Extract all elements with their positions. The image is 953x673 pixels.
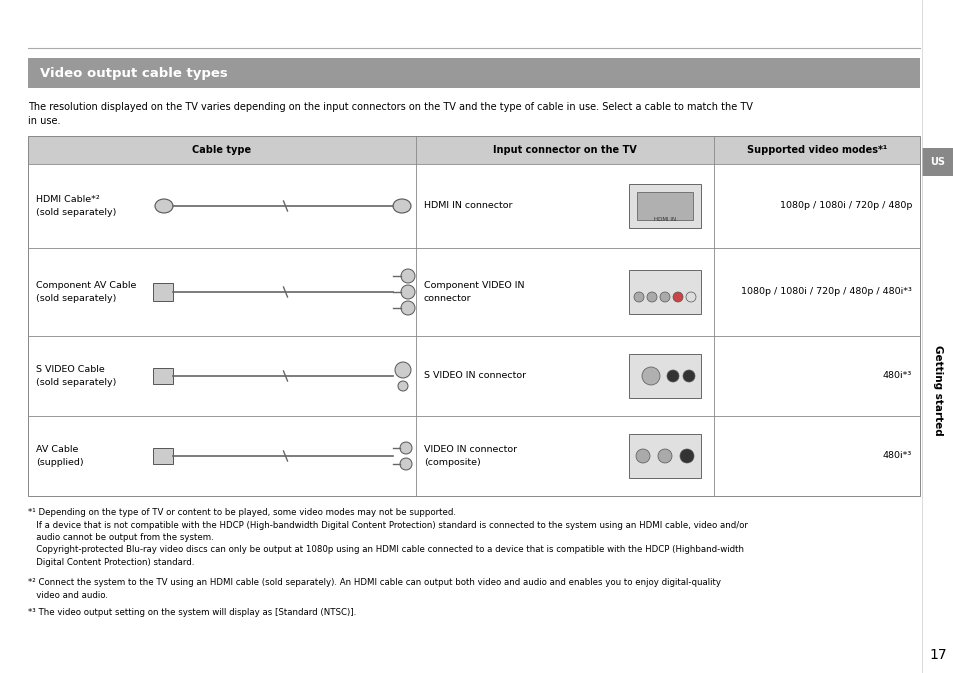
Circle shape (685, 292, 696, 302)
Circle shape (658, 449, 671, 463)
Circle shape (666, 370, 679, 382)
Text: US: US (929, 157, 944, 167)
Text: Video output cable types: Video output cable types (40, 67, 228, 79)
Circle shape (399, 442, 412, 454)
Bar (152, 448, 172, 464)
Text: Getting started: Getting started (932, 345, 942, 435)
Text: 17: 17 (928, 648, 945, 662)
Bar (921, 148, 953, 176)
Text: S VIDEO Cable
(sold separately): S VIDEO Cable (sold separately) (36, 365, 116, 387)
Text: *² Connect the system to the TV using an HDMI cable (sold separately). An HDMI c: *² Connect the system to the TV using an… (28, 578, 720, 600)
Bar (152, 283, 172, 301)
Circle shape (634, 292, 643, 302)
Bar (628, 270, 700, 314)
Bar (628, 354, 700, 398)
Circle shape (400, 301, 415, 315)
Bar (28, 58, 919, 88)
Text: The resolution displayed on the TV varies depending on the input connectors on t: The resolution displayed on the TV varie… (28, 102, 752, 126)
Text: *³ The video output setting on the system will display as [Standard (NTSC)].: *³ The video output setting on the syste… (28, 608, 355, 617)
Circle shape (682, 370, 695, 382)
Circle shape (395, 362, 411, 378)
Circle shape (636, 449, 649, 463)
Circle shape (646, 292, 657, 302)
Text: 480i*³: 480i*³ (882, 371, 911, 380)
Circle shape (397, 381, 408, 391)
Bar (152, 368, 172, 384)
Circle shape (400, 269, 415, 283)
Bar (28, 136, 919, 164)
Text: 1080p / 1080i / 720p / 480p / 480i*³: 1080p / 1080i / 720p / 480p / 480i*³ (740, 287, 911, 297)
Circle shape (679, 449, 693, 463)
Text: Component AV Cable
(sold separately): Component AV Cable (sold separately) (36, 281, 136, 303)
Text: Component VIDEO IN
connector: Component VIDEO IN connector (423, 281, 524, 303)
Bar (637, 192, 692, 220)
Bar (628, 434, 700, 478)
Bar (28, 136, 919, 496)
Text: HDMI IN connector: HDMI IN connector (423, 201, 512, 211)
Text: HDMI IN: HDMI IN (653, 217, 676, 222)
Text: *¹ Depending on the type of TV or content to be played, some video modes may not: *¹ Depending on the type of TV or conten… (28, 508, 747, 567)
Circle shape (672, 292, 682, 302)
Circle shape (659, 292, 669, 302)
Ellipse shape (154, 199, 172, 213)
Text: 1080p / 1080i / 720p / 480p: 1080p / 1080i / 720p / 480p (779, 201, 911, 211)
Bar (628, 184, 700, 228)
Text: Input connector on the TV: Input connector on the TV (493, 145, 637, 155)
Circle shape (400, 285, 415, 299)
Ellipse shape (393, 199, 411, 213)
Text: S VIDEO IN connector: S VIDEO IN connector (423, 371, 525, 380)
Text: AV Cable
(supplied): AV Cable (supplied) (36, 446, 84, 467)
Text: 480i*³: 480i*³ (882, 452, 911, 460)
Text: Cable type: Cable type (193, 145, 252, 155)
Text: VIDEO IN connector
(composite): VIDEO IN connector (composite) (423, 446, 517, 467)
Text: HDMI Cable*²
(sold separately): HDMI Cable*² (sold separately) (36, 195, 116, 217)
Circle shape (399, 458, 412, 470)
Circle shape (641, 367, 659, 385)
Text: Supported video modes*¹: Supported video modes*¹ (746, 145, 886, 155)
